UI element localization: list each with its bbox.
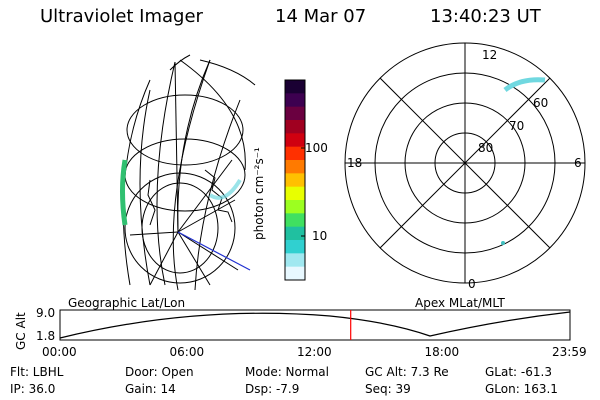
info-glat: GLat: -61.3 [485,365,552,379]
timeline-ytick-1-8: 1.8 [36,329,56,343]
info-door: Door: Open [125,365,194,379]
colorbar-swatch [285,186,305,201]
timeline-xtick: 00:00 [42,345,77,359]
date-label: 14 Mar 07 [275,6,367,27]
colorbar-swatch [285,133,305,148]
hour-label-0: 0 [468,277,476,291]
colorbar-swatch [285,146,305,161]
colorbar-swatch [285,93,305,108]
colorbar-swatch [285,106,305,121]
info-ip: IP: 36.0 [10,382,56,396]
lat-label-60: 60 [533,96,549,110]
lat-label-80: 80 [478,141,494,155]
colorbar-swatch [285,200,305,214]
timeline-xtick: 18:00 [424,345,460,359]
colorbar-frame [284,79,306,281]
info-dsp: Dsp: -7.9 [245,382,300,396]
page-title: Ultraviolet Imager [40,6,203,27]
time-label: 13:40:23 UT [430,6,541,27]
timeline-xtick: 23:59 [552,345,587,359]
info-flt: Flt: LBHL [10,365,64,379]
colorbar-swatch [285,253,305,268]
colorbar-swatch [285,160,305,174]
info-gc-alt: GC Alt: 7.3 Re [365,365,449,379]
hour-label-18: 18 [347,156,363,170]
colorbar-swatch [285,80,305,94]
colorbar-swatch [285,266,305,281]
timeline-xtick: 06:00 [169,345,205,359]
timeline-ytick-9: 9.0 [36,306,56,320]
colorbar-swatch [285,173,305,188]
info-gain: Gain: 14 [125,382,176,396]
colorbar-swatch [285,120,305,134]
colorbar-tick-10: 10 [312,229,328,243]
info-mode: Mode: Normal [245,365,329,379]
hour-label-6: 6 [574,156,582,170]
geo-panel-label: Geographic Lat/Lon [68,296,186,310]
colorbar-tick-100: 100 [305,141,328,155]
lat-label-70: 70 [509,119,525,133]
colorbar-swatch [285,240,305,254]
hour-label-12: 12 [482,48,498,62]
colorbar-swatch [285,213,305,228]
info-glon: GLon: 163.1 [485,382,558,396]
colorbar-swatch [285,226,305,241]
timeline-xtick: 12:00 [297,345,332,359]
timeline-ylabel: GC Alt [14,312,28,350]
info-seq: Seq: 39 [365,382,411,396]
polar-panel-label: Apex MLat/MLT [415,296,505,310]
